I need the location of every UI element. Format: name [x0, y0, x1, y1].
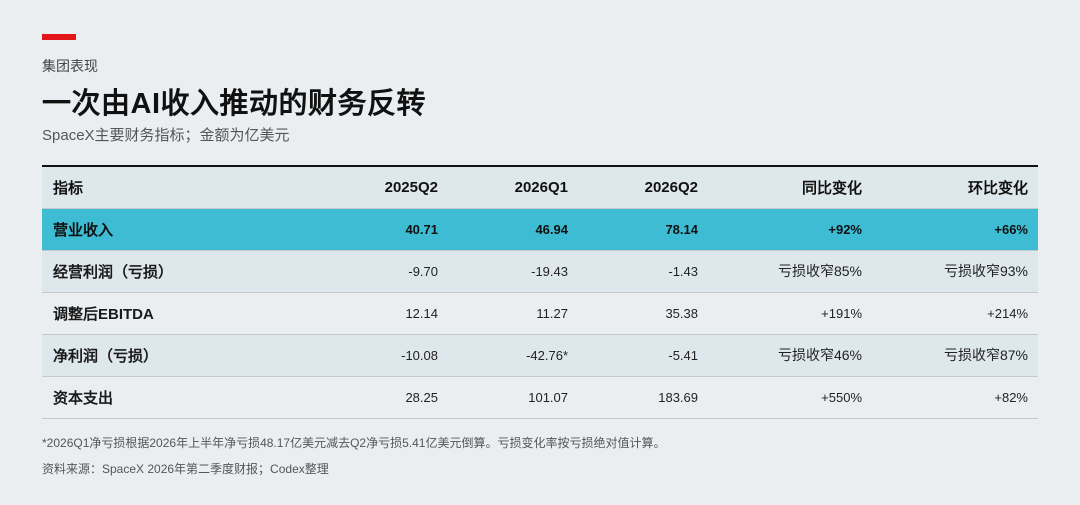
row-label: 调整后EBITDA: [42, 292, 252, 335]
table-cell: 78.14: [578, 208, 708, 251]
row-label: 营业收入: [42, 208, 252, 251]
table-row-revenue: 营业收入 40.71 46.94 78.14 +92% +66%: [42, 208, 1038, 251]
table-cell: 亏损收窄46%: [708, 334, 872, 377]
accent-bar: [42, 34, 76, 40]
table-cell: -42.76*: [448, 334, 578, 377]
row-label: 净利润（亏损）: [42, 334, 252, 377]
column-header-qoq: 环比变化: [872, 166, 1038, 209]
table-cell: 亏损收窄87%: [872, 334, 1038, 377]
table-row-capex: 资本支出 28.25 101.07 183.69 +550% +82%: [42, 376, 1038, 419]
table-cell: +66%: [872, 208, 1038, 251]
table-cell: 亏损收窄85%: [708, 250, 872, 293]
table-cell: +191%: [708, 292, 872, 335]
table-cell: 46.94: [448, 208, 578, 251]
table-row-adjusted-ebitda: 调整后EBITDA 12.14 11.27 35.38 +191% +214%: [42, 292, 1038, 335]
table-row-net-profit: 净利润（亏损） -10.08 -42.76* -5.41 亏损收窄46% 亏损收…: [42, 334, 1038, 377]
table-cell: 101.07: [448, 376, 578, 419]
table-cell: +550%: [708, 376, 872, 419]
financial-table-container: 指标 2025Q2 2026Q1 2026Q2 同比变化 环比变化 营业收入 4…: [42, 165, 1038, 419]
column-header-yoy: 同比变化: [708, 166, 872, 209]
financial-metrics-table: 指标 2025Q2 2026Q1 2026Q2 同比变化 环比变化 营业收入 4…: [42, 165, 1038, 419]
source-note: 资料来源：SpaceX 2026年第二季度财报；Codex整理: [42, 462, 329, 476]
column-header-2026q2: 2026Q2: [578, 166, 708, 209]
table-cell: +92%: [708, 208, 872, 251]
footnote: *2026Q1净亏损根据2026年上半年净亏损48.17亿美元减去Q2净亏损5.…: [42, 436, 666, 450]
table-cell: 亏损收窄93%: [872, 250, 1038, 293]
row-label: 经营利润（亏损）: [42, 250, 252, 293]
column-header-metric: 指标: [42, 166, 252, 209]
column-header-2025q2: 2025Q2: [252, 166, 448, 209]
table-cell: 35.38: [578, 292, 708, 335]
page-title: 一次由AI收入推动的财务反转: [42, 88, 427, 120]
column-header-2026q1: 2026Q1: [448, 166, 578, 209]
table-cell: -5.41: [578, 334, 708, 377]
table-row-operating-profit: 经营利润（亏损） -9.70 -19.43 -1.43 亏损收窄85% 亏损收窄…: [42, 250, 1038, 293]
table-cell: -10.08: [252, 334, 448, 377]
table-cell: 40.71: [252, 208, 448, 251]
table-cell: 28.25: [252, 376, 448, 419]
table-cell: 12.14: [252, 292, 448, 335]
table-cell: +214%: [872, 292, 1038, 335]
table-cell: 183.69: [578, 376, 708, 419]
row-label: 资本支出: [42, 376, 252, 419]
table-cell: -19.43: [448, 250, 578, 293]
table-cell: -9.70: [252, 250, 448, 293]
table-header-row: 指标 2025Q2 2026Q1 2026Q2 同比变化 环比变化: [42, 166, 1038, 209]
table-cell: 11.27: [448, 292, 578, 335]
table-cell: +82%: [872, 376, 1038, 419]
page-subtitle: SpaceX主要财务指标；金额为亿美元: [42, 127, 290, 144]
section-label: 集团表现: [42, 58, 98, 74]
table-cell: -1.43: [578, 250, 708, 293]
